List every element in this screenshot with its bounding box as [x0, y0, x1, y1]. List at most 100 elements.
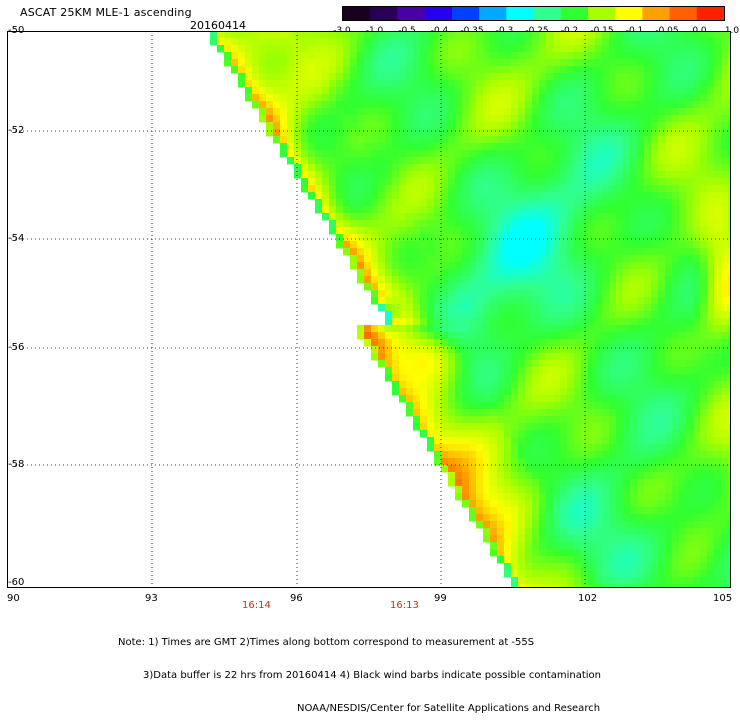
- swath-cell: [518, 577, 526, 585]
- swath-cell: [399, 185, 407, 193]
- swath-cell: [574, 31, 582, 39]
- swath-cell: [329, 73, 337, 81]
- swath-cell: [462, 402, 470, 410]
- swath-cell: [553, 318, 561, 326]
- swath-cell: [308, 45, 316, 53]
- swath-cell: [511, 241, 519, 249]
- swath-cell: [546, 332, 554, 340]
- swath-cell: [588, 500, 596, 508]
- swath-cell: [504, 94, 512, 102]
- swath-cell: [637, 206, 645, 214]
- swath-cell: [595, 577, 603, 585]
- swath-cell: [658, 234, 666, 242]
- swath-cell: [406, 353, 414, 361]
- swath-cell: [504, 234, 512, 242]
- swath-cell: [560, 38, 568, 46]
- swath-cell: [497, 472, 505, 480]
- swath-cell: [441, 374, 449, 382]
- swath-cell: [616, 297, 624, 305]
- swath-cell: [378, 283, 386, 291]
- swath-cell: [574, 318, 582, 326]
- swath-cell: [714, 528, 722, 536]
- swath-cell: [532, 381, 540, 389]
- swath-cell: [259, 115, 267, 123]
- swath-cell: [686, 430, 694, 438]
- swath-cell: [574, 87, 582, 95]
- swath-cell: [329, 66, 337, 74]
- swath-cell: [581, 577, 589, 585]
- swath-cell: [714, 549, 722, 557]
- swath-cell: [511, 269, 519, 277]
- swath-cell: [399, 129, 407, 137]
- swath-cell: [637, 199, 645, 207]
- swath-cell: [252, 80, 260, 88]
- swath-cell: [434, 416, 442, 424]
- swath-cell: [721, 80, 729, 88]
- swath-cell: [602, 52, 610, 60]
- swath-cell: [679, 87, 687, 95]
- swath-cell: [700, 122, 708, 130]
- swath-cell: [553, 59, 561, 67]
- swath-cell: [728, 339, 731, 347]
- swath-cell: [728, 73, 731, 81]
- colorbar-segment: [479, 7, 507, 20]
- swath-cell: [518, 549, 526, 557]
- swath-cell: [574, 234, 582, 242]
- swath-cell: [364, 171, 372, 179]
- swath-cell: [434, 346, 442, 354]
- swath-cell: [308, 101, 316, 109]
- swath-cell: [490, 45, 498, 53]
- swath-cell: [343, 185, 351, 193]
- swath-cell: [546, 157, 554, 165]
- swath-cell: [595, 178, 603, 186]
- swath-cell: [308, 122, 316, 130]
- swath-cell: [553, 192, 561, 200]
- swath-cell: [539, 136, 547, 144]
- swath-cell: [427, 395, 435, 403]
- swath-cell: [714, 80, 722, 88]
- swath-cell: [665, 73, 673, 81]
- swath-cell: [336, 101, 344, 109]
- swath-cell: [427, 290, 435, 298]
- swath-cell: [483, 255, 491, 263]
- swath-cell: [672, 129, 680, 137]
- swath-cell: [546, 45, 554, 53]
- swath-cell: [630, 122, 638, 130]
- swath-cell: [728, 297, 731, 305]
- swath-cell: [287, 136, 295, 144]
- swath-cell: [560, 255, 568, 263]
- swath-cell: [693, 262, 701, 270]
- swath-cell: [476, 248, 484, 256]
- swath-cell: [504, 115, 512, 123]
- swath-cell: [462, 94, 470, 102]
- swath-cell: [728, 500, 731, 508]
- swath-cell: [252, 87, 260, 95]
- swath-cell: [595, 150, 603, 158]
- swath-cell: [413, 45, 421, 53]
- swath-cell: [448, 297, 456, 305]
- swath-cell: [406, 143, 414, 151]
- swath-cell: [455, 430, 463, 438]
- swath-cell: [469, 241, 477, 249]
- swath-cell: [371, 87, 379, 95]
- swath-cell: [448, 94, 456, 102]
- swath-cell: [273, 59, 281, 67]
- swath-cell: [476, 241, 484, 249]
- swath-cell: [385, 241, 393, 249]
- swath-cell: [574, 339, 582, 347]
- swath-cell: [350, 171, 358, 179]
- swath-cell: [693, 339, 701, 347]
- swath-cell: [378, 220, 386, 228]
- swath-cell: [665, 283, 673, 291]
- swath-cell: [245, 45, 253, 53]
- swath-cell: [623, 318, 631, 326]
- swath-cell: [462, 339, 470, 347]
- swath-cell: [504, 66, 512, 74]
- swath-cell: [567, 332, 575, 340]
- swath-cell: [301, 122, 309, 130]
- swath-cell: [623, 507, 631, 515]
- swath-cell: [385, 108, 393, 116]
- swath-cell: [728, 528, 731, 536]
- swath-cell: [707, 59, 715, 67]
- swath-cell: [623, 388, 631, 396]
